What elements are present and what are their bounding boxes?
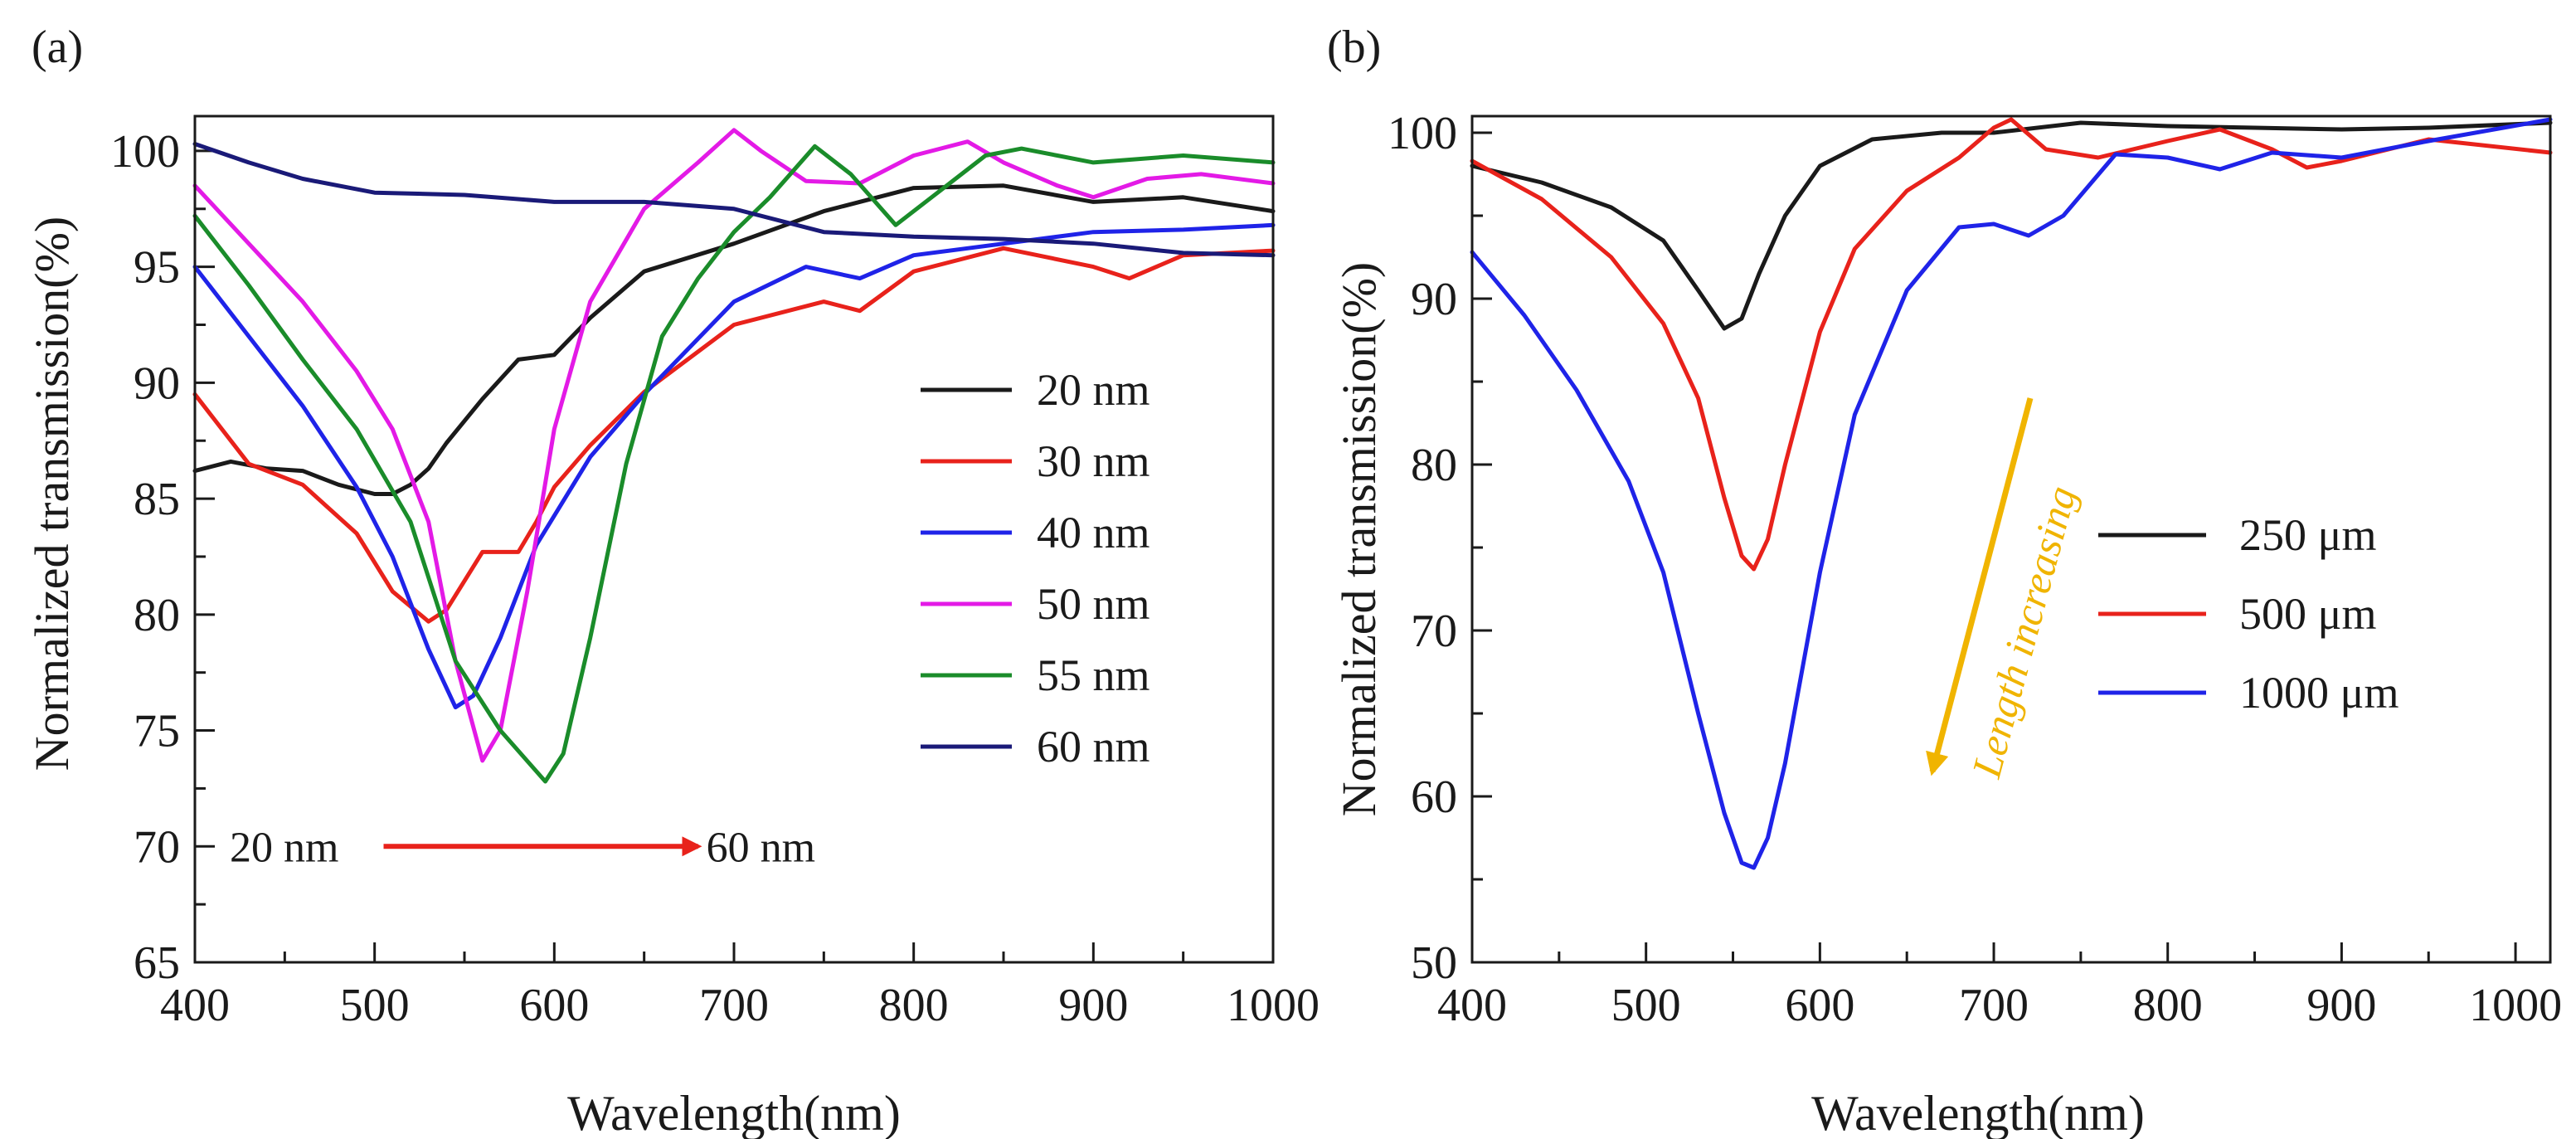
x-axis-label-b: Wavelength(nm)	[1811, 1086, 2145, 1139]
panel-label-b: (b)	[1327, 22, 1381, 73]
y-tick-label: 95	[134, 242, 180, 294]
annotation-b: Length increasing	[1926, 397, 2085, 783]
x-tick-label: 900	[2306, 980, 2376, 1031]
series-line-55-nm	[192, 144, 1276, 784]
legend-label: 60 nm	[1037, 722, 1150, 772]
annotation-end-label: 60 nm	[707, 824, 815, 871]
series-line-30-nm	[192, 246, 1276, 624]
plot-frame-a	[193, 114, 1275, 964]
series-line-20-nm	[192, 183, 1276, 496]
length-increasing-label: Length increasing	[1962, 481, 2085, 783]
series-lines-b	[1470, 117, 2553, 870]
y-tick-label: 70	[134, 821, 180, 873]
x-tick-label: 600	[519, 980, 589, 1031]
length-increasing-arrow	[1926, 397, 2034, 776]
x-tick-label: 800	[879, 980, 949, 1031]
y-tick-label: 100	[110, 126, 180, 178]
axis-ticks-a: 400 500 600 700 800 900 1000 65 70 75 80 85 90 95 100	[110, 126, 1320, 1031]
annotation-a: 20 nm 60 nm	[230, 824, 815, 871]
series-line-250-μm	[1470, 120, 2553, 331]
y-axis-label-b: Normalized transmission(%)	[1332, 262, 1386, 816]
chart-panel-a: (a) Normalized transmission(%) Wavelengt…	[25, 22, 1320, 1139]
x-tick-label: 900	[1058, 980, 1128, 1031]
y-axis-label-a: Normalized transmission(%)	[25, 217, 79, 771]
legend-label: 500 μm	[2239, 589, 2376, 639]
x-tick-label: 1000	[2469, 980, 2562, 1031]
series-line-40-nm	[192, 222, 1276, 710]
axis-ticks-b: 400 500 600 700 800 900 1000 50 60 70 80 90 100	[1388, 108, 2562, 1031]
y-tick-label: 80	[1411, 440, 1457, 491]
series-line-60-nm	[192, 142, 1276, 258]
y-tick-label: 50	[1411, 937, 1457, 989]
x-tick-label: 500	[1611, 980, 1681, 1031]
y-tick-label: 90	[134, 358, 180, 409]
x-tick-label: 500	[340, 980, 410, 1031]
x-tick-label: 600	[1785, 980, 1854, 1031]
series-line-50-nm	[192, 128, 1276, 763]
legend-label: 30 nm	[1037, 436, 1150, 486]
y-tick-label: 90	[1411, 274, 1457, 325]
x-tick-label: 1000	[1227, 980, 1320, 1031]
series-lines-a	[192, 128, 1276, 784]
legend-label: 55 nm	[1037, 650, 1150, 700]
x-tick-label: 400	[160, 980, 230, 1031]
x-tick-label: 700	[699, 980, 769, 1031]
legend-label: 50 nm	[1037, 579, 1150, 629]
legend-label: 250 μm	[2239, 510, 2376, 560]
y-tick-label: 60	[1411, 772, 1457, 823]
y-tick-label: 80	[134, 590, 180, 641]
panel-label-a: (a)	[32, 22, 83, 73]
x-tick-label: 800	[2133, 980, 2203, 1031]
annotation-start-label: 20 nm	[230, 824, 338, 871]
legend-label: 20 nm	[1037, 365, 1150, 415]
y-tick-label: 65	[134, 937, 180, 989]
plot-frame-b	[1470, 114, 2552, 964]
y-tick-label: 70	[1411, 606, 1457, 657]
y-tick-label: 100	[1388, 108, 1457, 159]
series-line-500-μm	[1470, 117, 2553, 572]
chart-panel-b: (b) Normalized transmission(%) Wavelengt…	[1327, 22, 2562, 1139]
series-line-1000-μm	[1470, 117, 2553, 870]
legend-a: 20 nm 30 nm 40 nm 50 nm 55 nm 60 nm	[921, 365, 1150, 772]
x-tick-label: 700	[1959, 980, 2029, 1031]
y-tick-label: 75	[134, 706, 180, 757]
legend-label: 1000 μm	[2239, 668, 2399, 718]
legend-b: 250 μm 500 μm 1000 μm	[2098, 510, 2399, 718]
legend-label: 40 nm	[1037, 508, 1150, 557]
y-tick-label: 85	[134, 474, 180, 525]
x-axis-label-a: Wavelength(nm)	[567, 1086, 901, 1139]
x-tick-label: 400	[1437, 980, 1507, 1031]
